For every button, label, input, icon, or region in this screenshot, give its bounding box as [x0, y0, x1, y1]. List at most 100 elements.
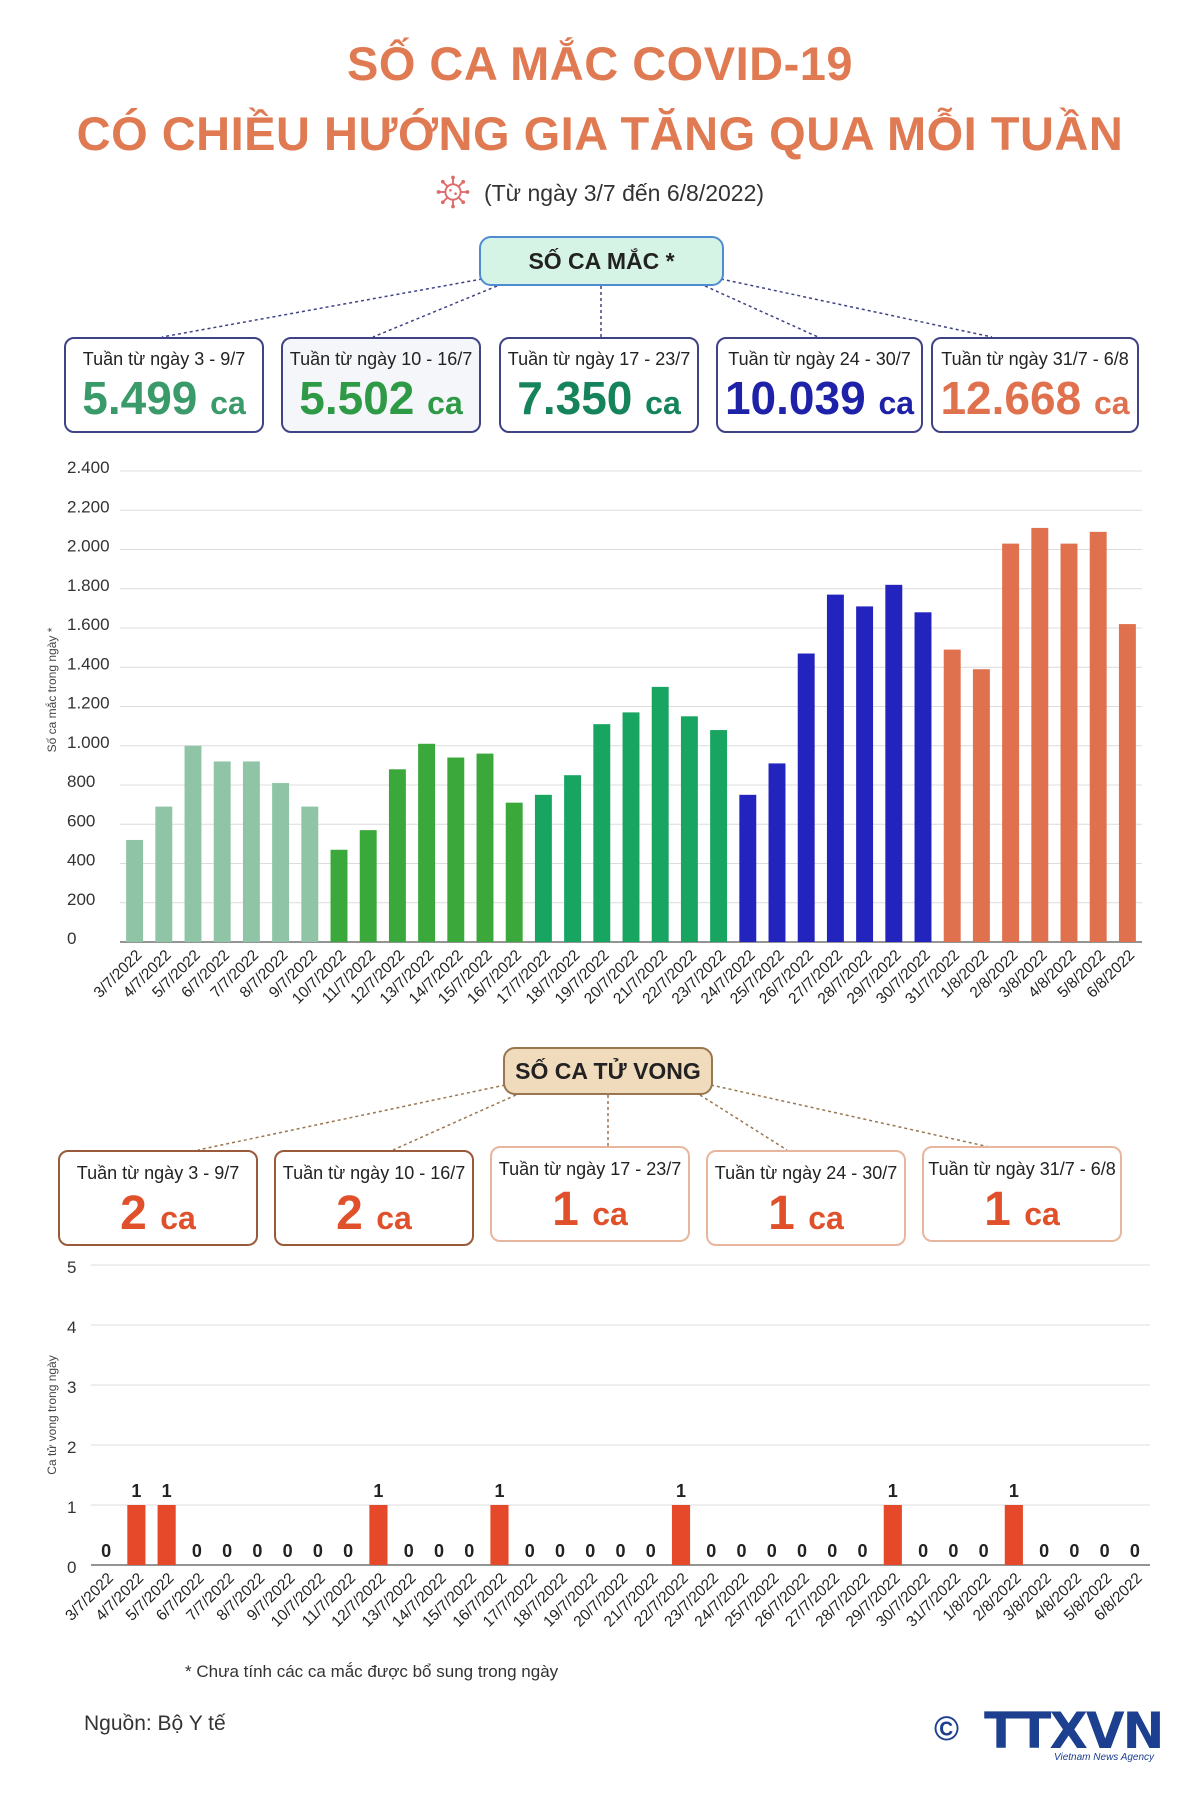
- data-label: 1: [494, 1481, 504, 1501]
- week-value: 10.039 ca: [724, 372, 915, 424]
- y-tick-label: 2: [67, 1438, 76, 1457]
- bar: [768, 763, 786, 942]
- bar: [797, 653, 815, 942]
- y-tick-label: 1.800: [67, 576, 110, 595]
- bar: [369, 1505, 388, 1565]
- cases-week-card-1: Tuần từ ngày 3 - 9/7 5.499 ca: [64, 337, 264, 433]
- bar: [476, 753, 494, 942]
- data-label: 0: [1130, 1541, 1140, 1561]
- bar: [1002, 543, 1020, 942]
- data-label: 0: [767, 1541, 777, 1561]
- cases-section-label: SỐ CA MẮC *: [479, 236, 724, 286]
- bar: [1118, 624, 1136, 942]
- deaths-section-label: SỐ CA TỬ VONG: [503, 1047, 713, 1095]
- week-label: Tuần từ ngày 17 - 23/7: [507, 349, 691, 369]
- data-label: 0: [101, 1541, 111, 1561]
- data-label: 0: [1100, 1541, 1110, 1561]
- bar: [505, 802, 523, 942]
- y-tick-label: 1.200: [67, 694, 110, 713]
- y-tick-label: 2.000: [67, 537, 110, 556]
- bar: [883, 1505, 902, 1565]
- data-label: 0: [343, 1541, 353, 1561]
- y-axis-label: Ca tử vong trong ngày: [45, 1355, 59, 1474]
- cases-week-card-2: Tuần từ ngày 10 - 16/7 5.502 ca: [281, 337, 481, 433]
- data-label: 0: [464, 1541, 474, 1561]
- data-label: 0: [434, 1541, 444, 1561]
- logo-text: TTXVN: [984, 1702, 1164, 1760]
- bar: [272, 783, 290, 942]
- bar: [126, 839, 144, 942]
- week-value: 2 ca: [120, 1187, 196, 1240]
- bar: [157, 1505, 176, 1565]
- y-tick-label: 1.400: [67, 654, 110, 673]
- y-tick-label: 1.600: [67, 615, 110, 634]
- cases-bar-chart: 0 200 400 600 800 1.000 1.200 1.400 1.600 1.800 2.…: [44, 458, 1142, 1008]
- data-label: 1: [162, 1481, 172, 1501]
- subtitle-row: (Từ ngày 3/7 đến 6/8/2022): [0, 175, 1200, 212]
- week-label: Tuần từ ngày 24 - 30/7: [714, 1163, 898, 1183]
- bar: [155, 806, 173, 942]
- week-value: 7.350 ca: [517, 372, 681, 424]
- bar: [710, 730, 728, 942]
- bar: [388, 769, 406, 942]
- data-label: 0: [283, 1541, 293, 1561]
- bar: [1060, 543, 1078, 942]
- bar: [564, 775, 582, 942]
- footnote: * Chưa tính các ca mắc được bổ sung tron…: [185, 1662, 559, 1681]
- data-label: 0: [1039, 1541, 1049, 1561]
- week-label: Tuần từ ngày 10 - 16/7: [282, 1163, 466, 1183]
- source-text: Nguồn: Bộ Y tế: [84, 1712, 226, 1735]
- y-tick-label: 800: [67, 772, 95, 791]
- virus-icon: [436, 175, 470, 209]
- bar: [534, 794, 552, 942]
- data-label: 1: [888, 1481, 898, 1501]
- week-value: 2 ca: [336, 1187, 412, 1240]
- y-axis-label: Số ca mắc trong ngày *: [44, 627, 59, 752]
- y-tick-label: 600: [67, 811, 95, 830]
- week-label: Tuần từ ngày 10 - 16/7: [289, 349, 473, 369]
- bar: [593, 724, 611, 942]
- bar: [1004, 1505, 1023, 1565]
- cases-week-card-3: Tuần từ ngày 17 - 23/7 7.350 ca: [499, 337, 699, 433]
- bar: [330, 849, 348, 942]
- bar: [622, 712, 640, 942]
- data-label: 0: [313, 1541, 323, 1561]
- y-tick-label: 5: [67, 1258, 76, 1277]
- data-label: 0: [585, 1541, 595, 1561]
- data-label: 1: [1009, 1481, 1019, 1501]
- bar: [1031, 527, 1049, 942]
- bar: [943, 649, 961, 942]
- week-value: 1 ca: [768, 1187, 844, 1240]
- cases-week-card-5: Tuần từ ngày 31/7 - 6/8 12.668 ca: [931, 337, 1139, 433]
- bar: [680, 716, 698, 942]
- data-label: 0: [918, 1541, 928, 1561]
- bar: [826, 594, 844, 942]
- data-label: 0: [525, 1541, 535, 1561]
- y-tick-label: 1: [67, 1498, 76, 1517]
- data-label: 0: [737, 1541, 747, 1561]
- bar: [490, 1505, 509, 1565]
- week-label: Tuần từ ngày 17 - 23/7: [498, 1159, 682, 1179]
- data-label: 0: [646, 1541, 656, 1561]
- week-label: Tuần từ ngày 31/7 - 6/8: [941, 349, 1129, 369]
- data-label: 1: [676, 1481, 686, 1501]
- bar: [651, 686, 669, 942]
- bar: [914, 612, 932, 942]
- y-tick-label: 0: [67, 1558, 76, 1577]
- bar: [184, 745, 202, 942]
- week-value: 5.502 ca: [299, 372, 463, 424]
- data-label: 0: [1069, 1541, 1079, 1561]
- y-tick-label: 2.400: [67, 458, 110, 477]
- data-label: 1: [131, 1481, 141, 1501]
- week-label: Tuần từ ngày 31/7 - 6/8: [928, 1159, 1116, 1179]
- y-tick-label: 0: [67, 929, 76, 948]
- data-label: 0: [192, 1541, 202, 1561]
- bar: [885, 584, 903, 942]
- y-tick-label: 3: [67, 1378, 76, 1397]
- ttxvn-logo: © TTXVN Vietnam News Agency: [934, 1702, 1164, 1763]
- bar: [301, 806, 319, 942]
- data-label: 0: [827, 1541, 837, 1561]
- week-label: Tuần từ ngày 3 - 9/7: [82, 349, 246, 369]
- week-label: Tuần từ ngày 24 - 30/7: [728, 349, 911, 369]
- data-label: 0: [404, 1541, 414, 1561]
